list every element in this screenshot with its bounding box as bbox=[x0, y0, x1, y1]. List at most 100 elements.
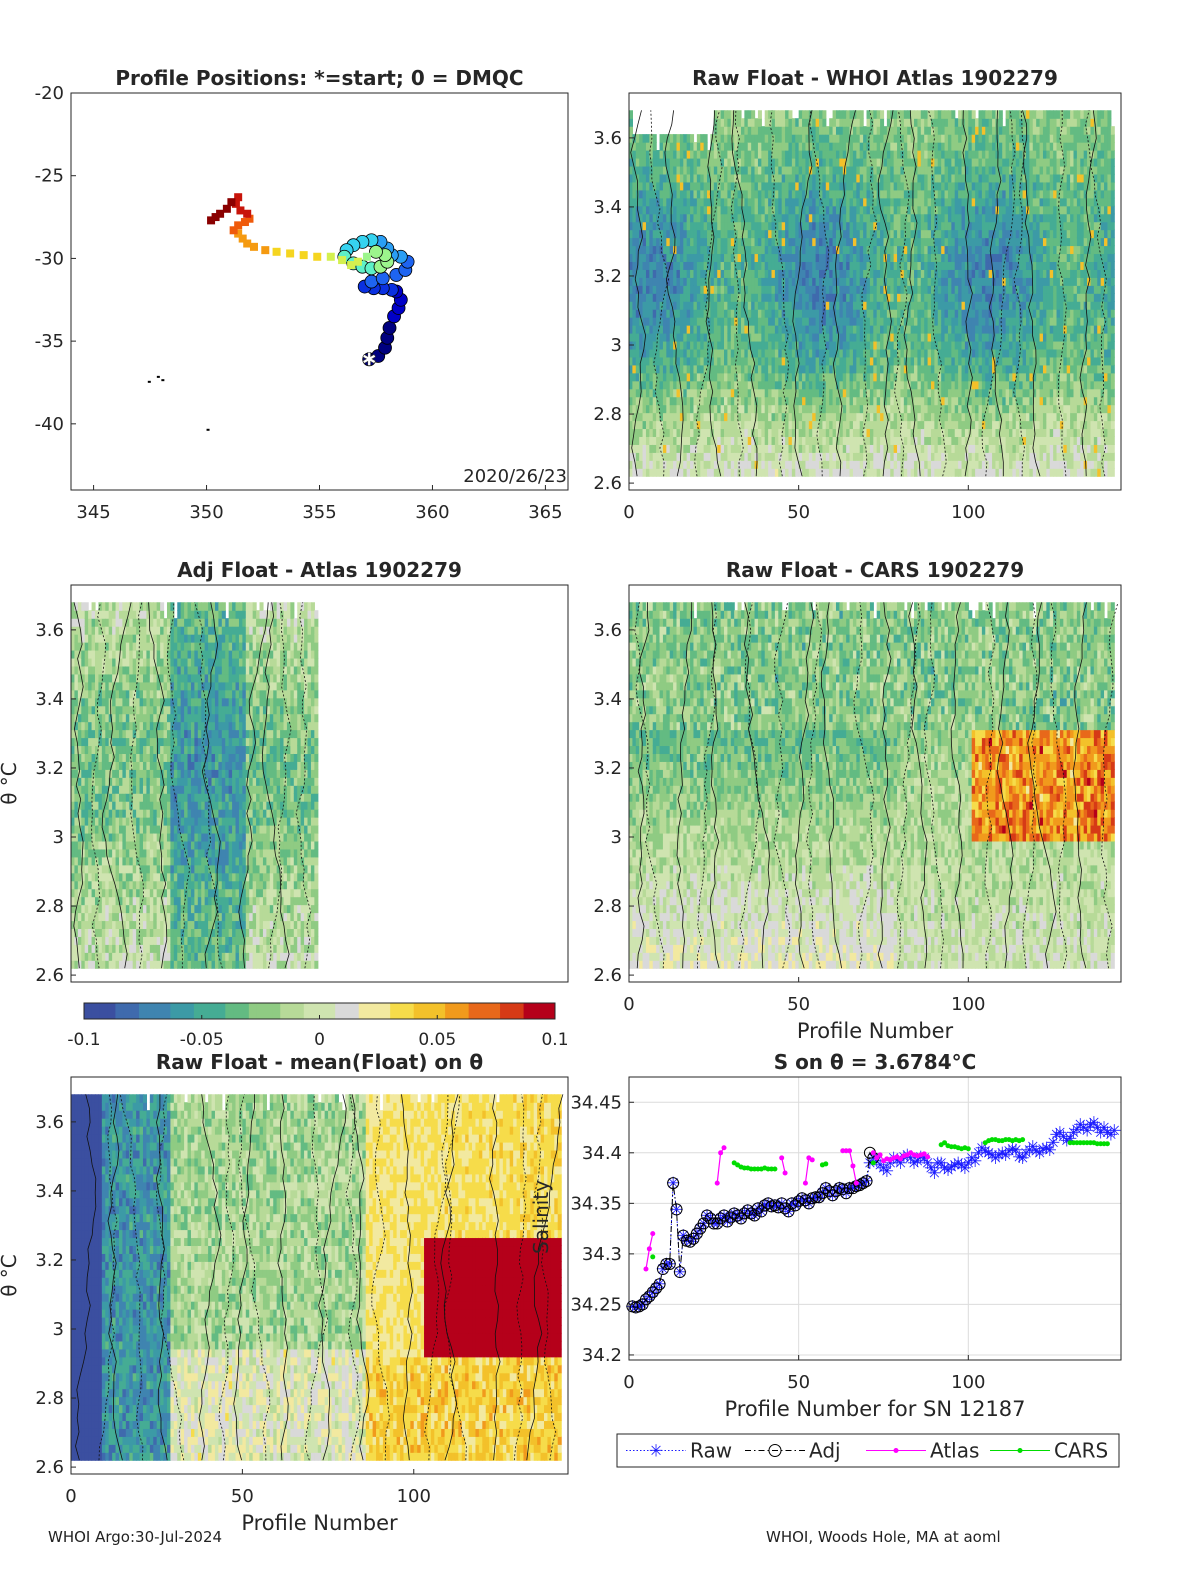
raw-atlas-cell bbox=[690, 245, 695, 255]
raw-atlas-cell bbox=[686, 301, 691, 310]
raw-atlas-cell bbox=[713, 269, 718, 278]
raw-atlas-cell bbox=[751, 205, 756, 215]
raw-atlas-cell bbox=[700, 333, 705, 342]
raw-atlas-cell bbox=[717, 277, 722, 286]
raw-atlas-cell bbox=[744, 126, 749, 135]
raw-atlas-cell bbox=[727, 181, 732, 191]
raw-atlas-cell bbox=[662, 213, 667, 223]
raw-atlas-cell bbox=[724, 428, 728, 438]
raw-atlas-cell bbox=[757, 189, 762, 199]
raw-atlas-cell bbox=[649, 452, 654, 461]
raw-atlas-cell bbox=[734, 205, 739, 215]
raw-atlas-cell bbox=[690, 269, 695, 278]
raw-atlas-cell bbox=[642, 181, 647, 191]
raw-atlas-cell bbox=[744, 245, 749, 255]
raw-atlas-cell bbox=[720, 213, 725, 223]
raw-atlas-cell bbox=[764, 173, 769, 183]
raw-atlas-cell bbox=[717, 142, 722, 151]
raw-atlas-cell bbox=[730, 428, 735, 438]
raw-atlas-cell bbox=[761, 126, 766, 135]
raw-atlas-cell bbox=[727, 325, 732, 334]
raw-atlas-cell bbox=[744, 157, 749, 167]
raw-atlas-cell bbox=[662, 325, 667, 334]
raw-atlas-cell bbox=[690, 221, 695, 231]
raw-atlas-cell bbox=[659, 452, 664, 461]
raw-atlas-cell bbox=[686, 404, 691, 414]
raw-atlas-cell bbox=[717, 388, 722, 398]
raw-atlas-cell bbox=[707, 356, 712, 366]
raw-atlas-cell bbox=[669, 396, 674, 406]
raw-atlas-cell bbox=[710, 396, 715, 406]
raw-atlas-cell bbox=[676, 364, 681, 374]
raw-atlas-cell bbox=[720, 356, 725, 366]
raw-atlas-cell bbox=[724, 460, 728, 469]
raw-atlas-cell bbox=[740, 364, 745, 374]
raw-atlas-cell bbox=[747, 412, 752, 422]
raw-atlas-cell bbox=[693, 468, 698, 477]
raw-atlas-cell bbox=[717, 118, 722, 127]
raw-atlas-cell bbox=[754, 277, 759, 286]
raw-atlas-cell bbox=[774, 253, 779, 263]
raw-atlas-cell bbox=[768, 444, 773, 453]
raw-atlas-cell bbox=[737, 444, 742, 453]
raw-atlas-cell bbox=[730, 452, 735, 461]
raw-atlas-cell bbox=[754, 452, 759, 461]
raw-atlas-cell bbox=[649, 356, 654, 366]
raw-atlas-cell bbox=[679, 372, 684, 382]
raw-atlas-cell bbox=[700, 229, 705, 239]
raw-atlas-cell bbox=[734, 468, 739, 477]
raw-atlas-cell bbox=[774, 460, 779, 469]
raw-atlas-cell bbox=[710, 150, 715, 159]
raw-atlas-cell bbox=[751, 428, 756, 438]
raw-atlas-cell bbox=[717, 285, 722, 294]
raw-atlas-cell bbox=[632, 173, 637, 183]
raw-atlas-cell bbox=[693, 173, 698, 183]
raw-atlas-cell bbox=[683, 285, 688, 294]
raw-atlas-cell bbox=[679, 277, 684, 286]
raw-atlas-cell bbox=[859, 110, 864, 119]
raw-atlas-cell bbox=[652, 317, 657, 326]
raw-atlas-cell bbox=[666, 436, 671, 445]
raw-atlas-cell bbox=[751, 340, 756, 350]
raw-atlas-cell bbox=[724, 150, 728, 159]
raw-atlas-cell bbox=[761, 245, 766, 255]
raw-atlas-cell bbox=[751, 134, 756, 143]
raw-atlas-cell bbox=[727, 372, 732, 382]
raw-atlas-cell bbox=[656, 261, 661, 270]
raw-atlas-cell bbox=[690, 261, 695, 270]
raw-atlas-cell bbox=[662, 309, 667, 318]
raw-atlas-cell bbox=[669, 134, 674, 143]
raw-atlas-cell bbox=[768, 333, 773, 342]
raw-atlas-cell bbox=[737, 372, 742, 382]
raw-atlas-cell bbox=[740, 452, 745, 461]
raw-atlas-cell bbox=[707, 404, 712, 414]
raw-atlas-cell bbox=[717, 197, 722, 207]
raw-atlas-cell bbox=[707, 396, 712, 406]
raw-atlas-cell bbox=[744, 221, 749, 231]
raw-atlas-cell bbox=[686, 468, 691, 477]
raw-atlas-cell bbox=[744, 317, 749, 326]
raw-atlas-cell bbox=[659, 237, 664, 247]
raw-atlas-cell bbox=[645, 388, 650, 398]
raw-atlas-cell bbox=[690, 309, 695, 318]
raw-atlas-cell bbox=[771, 181, 776, 191]
raw-atlas-cell bbox=[730, 173, 735, 183]
raw-atlas-cell bbox=[727, 420, 732, 430]
raw-atlas-cell bbox=[645, 197, 650, 207]
raw-atlas-cell bbox=[629, 205, 633, 215]
raw-atlas-cell bbox=[768, 436, 773, 445]
raw-atlas-cell bbox=[635, 173, 640, 183]
raw-atlas-cell bbox=[771, 197, 776, 207]
raw-atlas-cell bbox=[673, 229, 678, 239]
raw-atlas-cell bbox=[707, 237, 712, 247]
raw-atlas-cell bbox=[686, 285, 691, 294]
raw-atlas-cell bbox=[713, 325, 718, 334]
raw-atlas-cell bbox=[683, 356, 688, 366]
raw-atlas-cell bbox=[635, 317, 640, 326]
raw-atlas-cell bbox=[652, 452, 657, 461]
raw-atlas-cell bbox=[693, 205, 698, 215]
raw-atlas-cell bbox=[696, 253, 701, 263]
raw-atlas-cell bbox=[710, 293, 715, 302]
raw-atlas-cell bbox=[727, 380, 732, 390]
raw-atlas-cell bbox=[768, 221, 773, 231]
